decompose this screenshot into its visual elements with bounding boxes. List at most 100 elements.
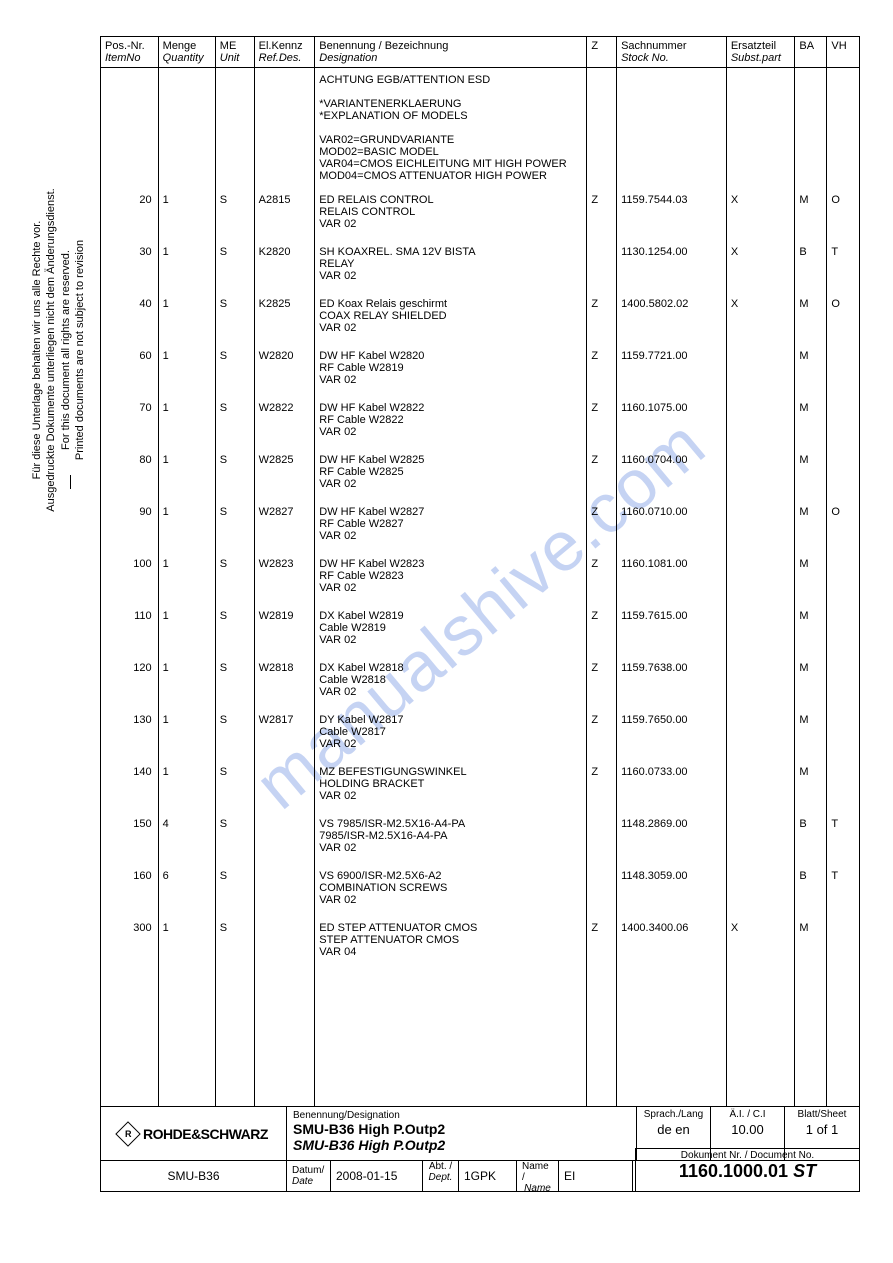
- cell-subst: [726, 810, 795, 862]
- cell-desig: DX Kabel W2818Cable W2818VAR 02: [315, 654, 587, 706]
- cell-ref: W2825: [254, 446, 315, 498]
- cell-ref: W2818: [254, 654, 315, 706]
- cell-ba: M: [795, 758, 827, 810]
- cell-pos: 130: [101, 706, 158, 758]
- sidebar-line: Printed documents are not subject to rev…: [74, 240, 86, 460]
- cell-pos: 20: [101, 186, 158, 238]
- cell-vh: [827, 602, 859, 654]
- cell-unit: S: [215, 550, 254, 602]
- cell-vh: T: [827, 810, 859, 862]
- cell-pos: 30: [101, 238, 158, 290]
- cell-ba: M: [795, 654, 827, 706]
- col-qty: MengeQuantity: [158, 37, 215, 68]
- cell-unit: S: [215, 654, 254, 706]
- table-row: 601SW2820DW HF Kabel W2820RF Cable W2819…: [101, 342, 859, 394]
- note-line: VAR04=CMOS EICHLEITUNG MIT HIGH POWER: [319, 158, 582, 170]
- sidebar-line: For this document all rights are reserve…: [60, 250, 72, 450]
- cell-ref: W2819: [254, 602, 315, 654]
- cell-unit: S: [215, 342, 254, 394]
- cell-stock: 1130.1254.00: [617, 238, 727, 290]
- cell-desig: DX Kabel W2819Cable W2819VAR 02: [315, 602, 587, 654]
- table-notes-row: ACHTUNG EGB/ATTENTION ESD *VARIANTENERKL…: [101, 68, 859, 187]
- table-header: Pos.-Nr.ItemNo MengeQuantity MEUnit El.K…: [101, 37, 859, 68]
- note-line: [319, 122, 582, 134]
- cell-stock: 1160.0704.00: [617, 446, 727, 498]
- note-line: *VARIANTENERKLAERUNG: [319, 98, 582, 110]
- cell-vh: O: [827, 498, 859, 550]
- table-row: 1401SMZ BEFESTIGUNGSWINKELHOLDING BRACKE…: [101, 758, 859, 810]
- cell-vh: O: [827, 186, 859, 238]
- cell-vh: [827, 394, 859, 446]
- cell-z: Z: [587, 446, 617, 498]
- designation-secondary: SMU-B36 High P.Outp2: [293, 1137, 630, 1153]
- cell-desig: ED RELAIS CONTROLRELAIS CONTROLVAR 02: [315, 186, 587, 238]
- model-cell: SMU-B36: [101, 1161, 287, 1191]
- cell-desig: DW HF Kabel W2822RF Cable W2822VAR 02: [315, 394, 587, 446]
- cell-stock: 1148.3059.00: [617, 862, 727, 914]
- cell-vh: [827, 550, 859, 602]
- cell-qty: 1: [158, 758, 215, 810]
- cell-unit: S: [215, 810, 254, 862]
- col-subst: ErsatzteilSubst.part: [726, 37, 795, 68]
- parts-table: Pos.-Nr.ItemNo MengeQuantity MEUnit El.K…: [101, 37, 859, 1106]
- cell-ba: M: [795, 394, 827, 446]
- cell-unit: S: [215, 706, 254, 758]
- cell-ba: M: [795, 706, 827, 758]
- cell-subst: X: [726, 186, 795, 238]
- cell-vh: [827, 706, 859, 758]
- cell-z: Z: [587, 394, 617, 446]
- col-desig: Benennung / BezeichnungDesignation: [315, 37, 587, 68]
- cell-subst: X: [726, 290, 795, 342]
- cell-desig: ED Koax Relais geschirmtCOAX RELAY SHIEL…: [315, 290, 587, 342]
- cell-qty: 1: [158, 654, 215, 706]
- cell-ba: B: [795, 862, 827, 914]
- table-row: 1504SVS 7985/ISR-M2.5X16-A4-PA7985/ISR-M…: [101, 810, 859, 862]
- cell-vh: [827, 342, 859, 394]
- cell-unit: S: [215, 394, 254, 446]
- cell-ba: B: [795, 238, 827, 290]
- designation-cell: Benennung/Designation SMU-B36 High P.Out…: [287, 1107, 637, 1161]
- cell-subst: [726, 550, 795, 602]
- cell-ref: K2820: [254, 238, 315, 290]
- cell-ba: B: [795, 810, 827, 862]
- cell-z: Z: [587, 290, 617, 342]
- note-line: VAR02=GRUNDVARIANTE: [319, 134, 582, 146]
- table-row: 1201SW2818DX Kabel W2818Cable W2818VAR 0…: [101, 654, 859, 706]
- name-label: Name /Name: [517, 1161, 559, 1191]
- table-row: 801SW2825DW HF Kabel W2825RF Cable W2825…: [101, 446, 859, 498]
- table-row: 1101SW2819DX Kabel W2819Cable W2819VAR 0…: [101, 602, 859, 654]
- cell-pos: 80: [101, 446, 158, 498]
- table-row: 1606SVS 6900/ISR-M2.5X6-A2COMBINATION SC…: [101, 862, 859, 914]
- cell-qty: 1: [158, 914, 215, 966]
- logo-diamond-icon: R: [115, 1121, 140, 1146]
- cell-ba: M: [795, 446, 827, 498]
- note-line: MOD04=CMOS ATTENUATOR HIGH POWER: [319, 170, 582, 182]
- table-row: 901SW2827DW HF Kabel W2827RF Cable W2827…: [101, 498, 859, 550]
- cell-subst: X: [726, 238, 795, 290]
- cell-pos: 40: [101, 290, 158, 342]
- cell-pos: 60: [101, 342, 158, 394]
- col-pos: Pos.-Nr.ItemNo: [101, 37, 158, 68]
- name-value: EI: [559, 1161, 633, 1191]
- sidebar-line: Ausgedruckte Dokumente unterliegen nicht…: [45, 188, 57, 511]
- cell-stock: 1159.7650.00: [617, 706, 727, 758]
- cell-pos: 110: [101, 602, 158, 654]
- cell-stock: 1160.1075.00: [617, 394, 727, 446]
- cell-pos: 70: [101, 394, 158, 446]
- document-number-cell: Dokument Nr. / Document No. 1160.1000.01…: [633, 1161, 859, 1191]
- cell-ref: W2822: [254, 394, 315, 446]
- cell-qty: 1: [158, 342, 215, 394]
- cell-vh: O: [827, 290, 859, 342]
- cell-subst: [726, 602, 795, 654]
- col-vh: VH: [827, 37, 859, 68]
- cell-unit: S: [215, 290, 254, 342]
- cell-qty: 1: [158, 602, 215, 654]
- title-block: R ROHDE&SCHWARZ Benennung/Designation SM…: [101, 1106, 859, 1191]
- cell-z: Z: [587, 602, 617, 654]
- cell-stock: 1160.1081.00: [617, 550, 727, 602]
- table-row: 1001SW2823DW HF Kabel W2823RF Cable W282…: [101, 550, 859, 602]
- note-line: *EXPLANATION OF MODELS: [319, 110, 582, 122]
- cell-vh: [827, 654, 859, 706]
- note-line: [319, 86, 582, 98]
- cell-z: Z: [587, 914, 617, 966]
